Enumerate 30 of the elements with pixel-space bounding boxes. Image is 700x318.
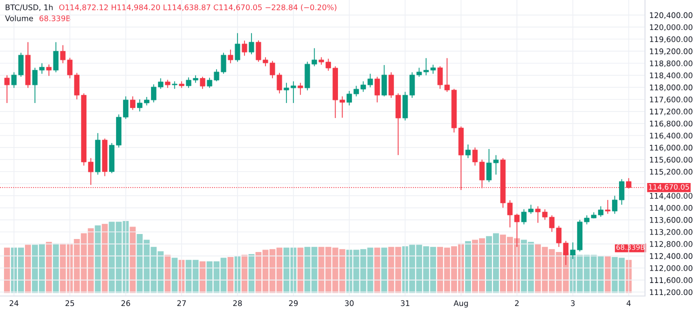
candlestick xyxy=(46,64,52,76)
candlestick xyxy=(200,76,206,90)
candlestick xyxy=(374,76,380,103)
candlestick xyxy=(4,74,10,104)
candlestick xyxy=(228,49,234,64)
candlestick xyxy=(465,144,471,159)
candlestick xyxy=(130,96,136,110)
bar xyxy=(172,258,178,293)
candlestick xyxy=(53,42,59,73)
bar xyxy=(297,248,304,293)
candlestick xyxy=(242,40,248,56)
candlestick xyxy=(382,64,387,97)
candlestick xyxy=(234,32,240,62)
bar xyxy=(102,224,108,293)
bar xyxy=(24,244,31,293)
bar xyxy=(228,257,234,293)
bar xyxy=(4,248,10,293)
bar xyxy=(52,243,59,293)
bar xyxy=(200,261,206,293)
bar xyxy=(248,254,254,293)
bar xyxy=(381,248,388,293)
candlestick xyxy=(172,80,178,90)
candlestick xyxy=(605,200,610,214)
bar xyxy=(465,241,471,293)
bar xyxy=(46,242,52,293)
bar xyxy=(164,254,171,293)
bar xyxy=(242,254,248,293)
candlestick xyxy=(248,32,254,55)
candlestick xyxy=(298,82,304,96)
bar xyxy=(94,225,101,293)
